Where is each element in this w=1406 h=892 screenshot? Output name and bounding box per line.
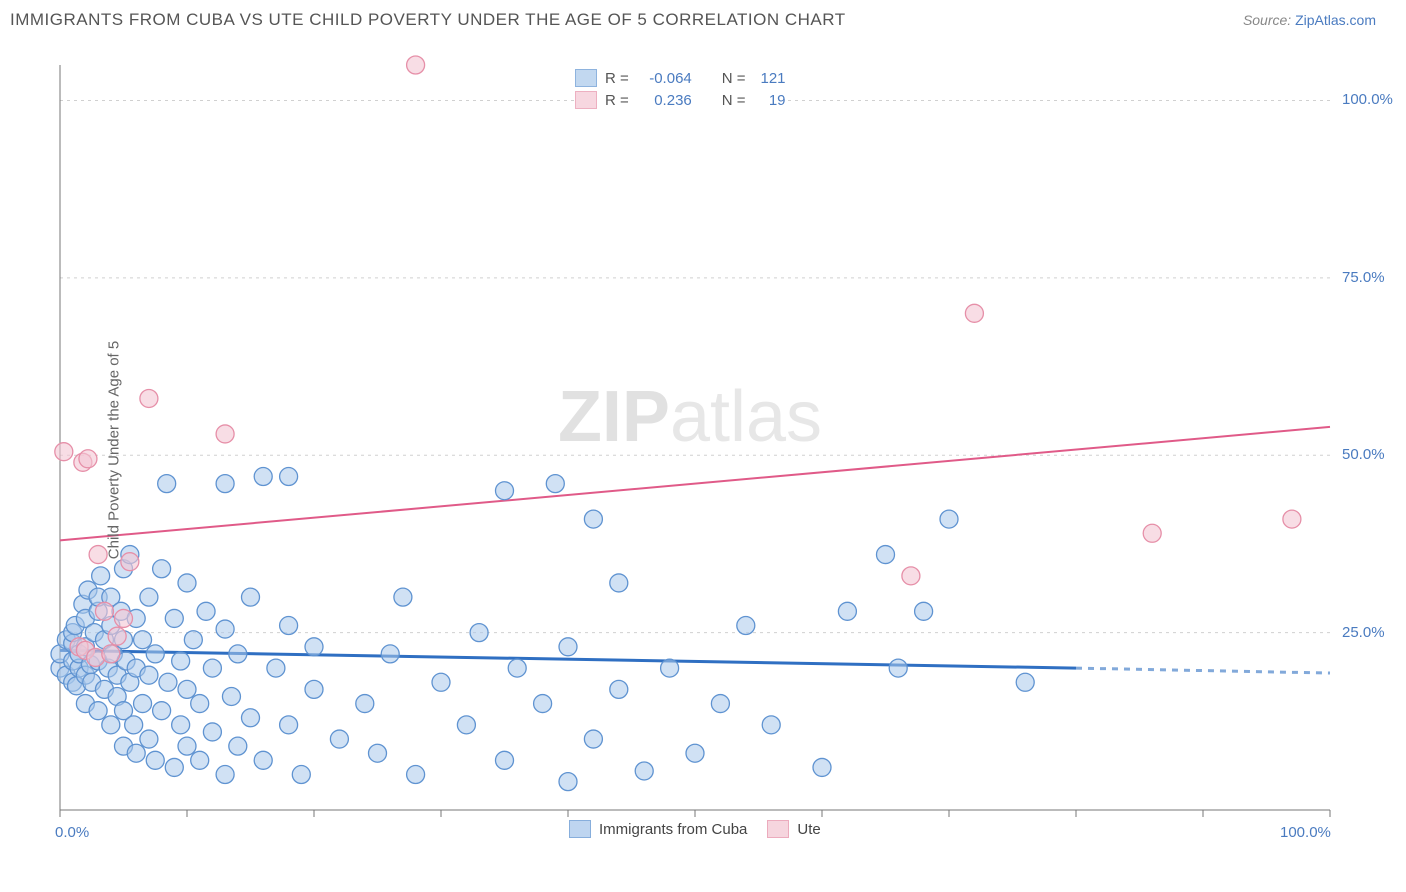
- y-axis-label: Child Poverty Under the Age of 5: [106, 341, 123, 559]
- legend-stats: R =-0.064N =121R =0.236N =19: [575, 67, 786, 111]
- chart-title: IMMIGRANTS FROM CUBA VS UTE CHILD POVERT…: [10, 10, 846, 30]
- source-attribution: Source: ZipAtlas.com: [1243, 12, 1376, 28]
- legend-item: Ute: [767, 820, 820, 838]
- legend-swatch: [575, 91, 597, 109]
- y-tick-label: 50.0%: [1342, 446, 1385, 463]
- legend-label: Immigrants from Cuba: [599, 821, 747, 838]
- y-tick-label: 100.0%: [1342, 91, 1393, 108]
- y-tick-label: 25.0%: [1342, 624, 1385, 641]
- legend-series: Immigrants from Cuba Ute: [569, 820, 821, 838]
- legend-label: Ute: [797, 821, 820, 838]
- x-tick-label: 0.0%: [55, 824, 89, 841]
- legend-stat-row: R =-0.064N =121: [575, 67, 786, 89]
- x-tick-label: 100.0%: [1280, 824, 1331, 841]
- source-link[interactable]: ZipAtlas.com: [1295, 12, 1376, 28]
- legend-swatch: [575, 69, 597, 87]
- legend-item: Immigrants from Cuba: [569, 820, 747, 838]
- scatter-chart: [10, 40, 1370, 860]
- legend-swatch: [569, 820, 591, 838]
- legend-stat-row: R =0.236N =19: [575, 89, 786, 111]
- source-prefix: Source:: [1243, 12, 1295, 28]
- y-tick-label: 75.0%: [1342, 269, 1385, 286]
- legend-swatch: [767, 820, 789, 838]
- chart-container: Child Poverty Under the Age of 5 ZIPatla…: [10, 40, 1370, 860]
